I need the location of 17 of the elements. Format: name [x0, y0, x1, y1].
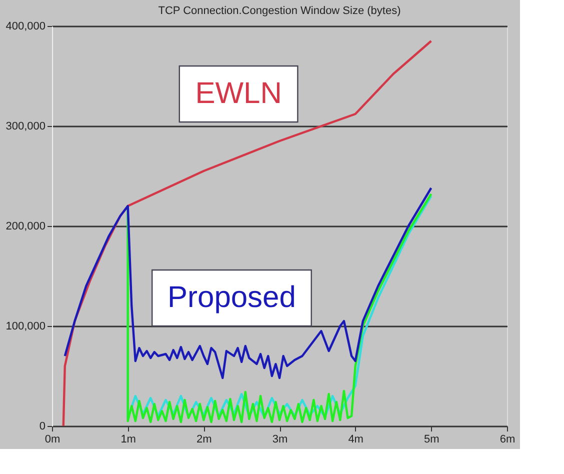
- y-tick-label: 200,000: [6, 220, 46, 232]
- x-tick-label: 2m: [196, 434, 212, 446]
- y-tick-label: 100,000: [6, 320, 46, 332]
- x-tick-label: 3m: [272, 434, 288, 446]
- series-label: EWLN: [195, 77, 282, 110]
- x-tick-label: 1m: [120, 434, 136, 446]
- line-series: [62, 40, 432, 426]
- x-tick-label: 0m: [44, 434, 60, 446]
- y-tick-label: 300,000: [6, 120, 46, 132]
- x-tick-label: 6m: [500, 434, 516, 446]
- series-label: Proposed: [168, 281, 296, 314]
- x-tick-label: 5m: [424, 434, 440, 446]
- y-tick-label: 400,000: [6, 20, 46, 32]
- line-series: [64, 186, 432, 380]
- y-tick-label: 0: [39, 420, 46, 432]
- chart-title: TCP Connection.Congestion Window Size (bytes): [158, 5, 401, 17]
- x-tick-label: 4m: [348, 434, 364, 446]
